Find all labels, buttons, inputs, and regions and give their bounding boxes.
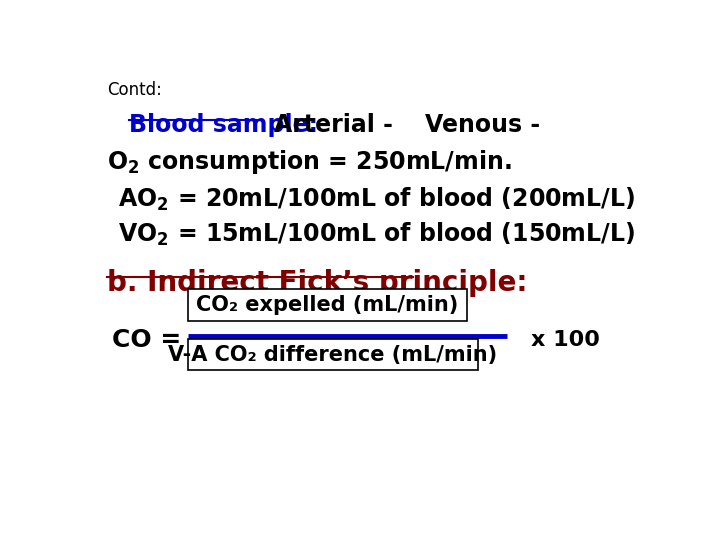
Text: CO =: CO = xyxy=(112,328,181,352)
Text: Blood sample:: Blood sample: xyxy=(129,113,318,137)
Text: V-A CO₂ difference (mL/min): V-A CO₂ difference (mL/min) xyxy=(168,345,498,365)
Text: $\mathbf{O_2}$ consumption = 250mL/min.: $\mathbf{O_2}$ consumption = 250mL/min. xyxy=(107,148,511,176)
Text: $\mathbf{AO_2}$ = 20mL/100mL of blood (200mL/L): $\mathbf{AO_2}$ = 20mL/100mL of blood (2… xyxy=(118,185,635,213)
Text: CO₂ expelled (mL/min): CO₂ expelled (mL/min) xyxy=(196,295,458,315)
FancyBboxPatch shape xyxy=(188,339,478,370)
Text: Contd:: Contd: xyxy=(107,82,161,99)
Text: Venous -: Venous - xyxy=(425,113,540,137)
Text: $\mathbf{VO_2}$ = 15mL/100mL of blood (150mL/L): $\mathbf{VO_2}$ = 15mL/100mL of blood (1… xyxy=(118,221,635,248)
Text: b. Indirect Fick’s principle:: b. Indirect Fick’s principle: xyxy=(107,268,527,296)
Text: x 100: x 100 xyxy=(531,330,600,350)
FancyBboxPatch shape xyxy=(188,289,467,321)
Text: Arterial -: Arterial - xyxy=(274,113,393,137)
